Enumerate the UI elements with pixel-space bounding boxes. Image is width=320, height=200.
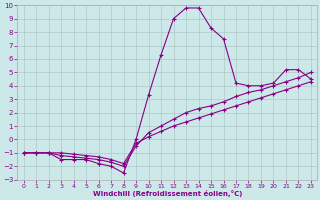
X-axis label: Windchill (Refroidissement éolien,°C): Windchill (Refroidissement éolien,°C) [92,190,242,197]
